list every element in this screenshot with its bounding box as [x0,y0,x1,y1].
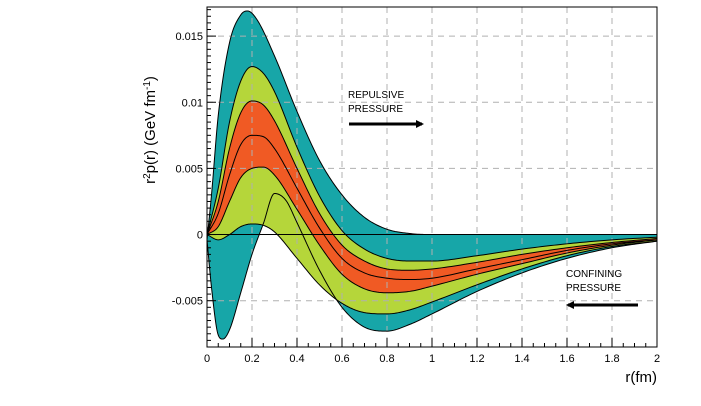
x-tick-label: 1.2 [469,353,484,365]
repulsive-label-line2: PRESSURE [348,104,403,115]
y-axis-title-end: ) [142,76,159,81]
y-tick-label: 0.015 [175,31,203,43]
curve-inner-upper [207,100,657,271]
curve-inner-lower [207,166,657,294]
y-tick-label: 0 [197,230,203,242]
y-axis-title-sup2: -1 [142,81,153,90]
curve-mid-lower [207,223,657,315]
curve-mid-upper [207,66,657,262]
confining-label-line1: CONFINING [566,269,622,280]
y-tick-label: 0.005 [175,163,203,175]
curve-central [207,134,657,281]
x-tick-label: 0 [204,353,210,365]
x-tick-label: 0.4 [289,353,304,365]
x-tick-label: 1.6 [559,353,574,365]
x-tick-label: 1 [429,353,435,365]
x-tick-label: 0.8 [379,353,394,365]
x-tick-label: 2 [654,353,660,365]
y-axis-title-sup1: 2 [142,173,153,179]
y-axis-ticks: -0.005 0 0.005 0.01 0.015 [172,9,216,348]
grid-lines [207,7,657,347]
y-axis-title: r2p(r) (GeV fm-1) [142,76,160,184]
x-tick-label: 1.4 [514,353,529,365]
y-tick-label: 0.01 [182,97,203,109]
confining-label-line2: PRESSURE [566,283,621,294]
y-axis-title-base: r [142,179,159,184]
x-axis-ticks: 0 0.2 0.4 0.6 0.8 1 1.2 1.4 1.6 1.8 2 [204,338,660,365]
curve-outer-lower [207,193,657,340]
x-axis-title: r(fm) [625,369,657,386]
x-tick-label: 1.8 [604,353,619,365]
y-tick-label: -0.005 [172,296,203,308]
y-axis-title-mid: p(r) (GeV fm [142,90,159,173]
x-tick-label: 0.6 [334,353,349,365]
x-tick-label: 0.2 [244,353,259,365]
repulsive-label-line1: REPULSIVE [348,90,404,101]
